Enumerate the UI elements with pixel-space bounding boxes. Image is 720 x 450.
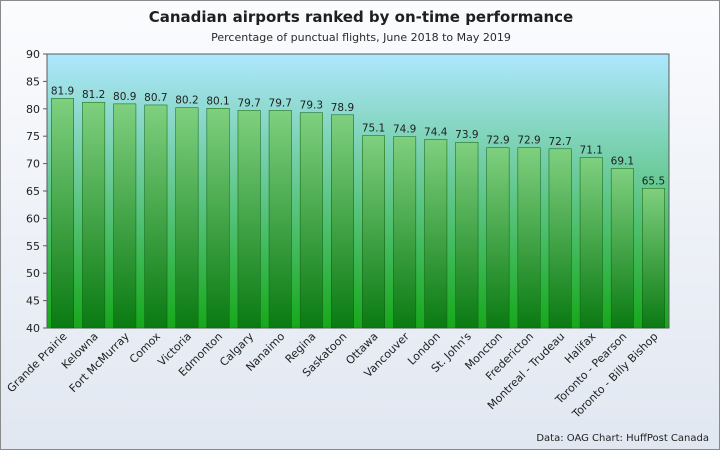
value-label: 71.1 <box>580 145 603 157</box>
bar <box>610 168 634 329</box>
bar <box>642 188 665 329</box>
bar <box>82 101 106 329</box>
value-label: 72.7 <box>548 136 571 148</box>
chart-subtitle: Percentage of punctual flights, June 201… <box>211 31 511 44</box>
y-tick-label: 40 <box>26 322 40 335</box>
value-label: 65.5 <box>642 175 665 187</box>
bar <box>206 108 230 329</box>
value-label: 79.7 <box>269 97 292 109</box>
y-tick-label: 85 <box>26 75 40 88</box>
y-tick-label: 65 <box>26 185 40 198</box>
bar <box>268 110 292 329</box>
bar <box>331 114 354 329</box>
bar <box>548 148 572 329</box>
value-label: 74.9 <box>393 124 416 136</box>
y-tick-label: 70 <box>26 158 40 171</box>
value-label: 69.1 <box>611 156 634 168</box>
value-label: 79.3 <box>300 100 323 112</box>
value-label: 73.9 <box>455 129 478 141</box>
bars-group <box>51 98 665 329</box>
value-label: 80.1 <box>206 95 229 107</box>
bar <box>579 157 603 329</box>
y-tick-label: 90 <box>26 48 40 61</box>
y-axis: 40 45 50 55 60 65 70 75 80 85 90 <box>26 48 47 335</box>
value-label: 79.7 <box>237 97 260 109</box>
bar <box>299 112 323 329</box>
bar <box>455 141 479 329</box>
plot-area <box>46 53 670 329</box>
bar <box>113 103 137 329</box>
value-label: 81.2 <box>82 89 105 101</box>
bar <box>175 107 199 329</box>
y-tick-label: 75 <box>26 130 40 143</box>
y-tick-label: 45 <box>26 295 40 308</box>
bar <box>51 98 74 329</box>
value-label: 78.9 <box>331 102 354 114</box>
source-note: Data: OAG Chart: HuffPost Canada <box>536 433 709 444</box>
chart-title: Canadian airports ranked by on-time perf… <box>148 8 574 26</box>
bar <box>393 136 417 329</box>
y-tick-label: 55 <box>26 240 40 253</box>
bar <box>237 110 261 329</box>
value-label: 75.1 <box>362 123 385 135</box>
bar <box>424 139 448 329</box>
value-label: 74.4 <box>424 126 448 138</box>
value-label: 72.9 <box>486 135 509 147</box>
y-tick-label: 60 <box>26 212 40 225</box>
bar <box>517 147 541 329</box>
bar <box>362 135 385 329</box>
y-tick-label: 80 <box>26 103 40 116</box>
value-label: 80.2 <box>175 95 198 107</box>
value-label: 80.9 <box>113 91 136 103</box>
value-label: 81.9 <box>51 85 74 97</box>
y-tick-label: 50 <box>26 267 40 280</box>
value-labels: 81.9 81.2 80.9 80.7 80.2 80.1 79.7 79.7 79.3 78.9… <box>51 85 665 187</box>
value-label: 80.7 <box>144 92 167 104</box>
bar <box>486 147 510 329</box>
bar <box>144 104 168 329</box>
value-label: 72.9 <box>517 135 540 147</box>
